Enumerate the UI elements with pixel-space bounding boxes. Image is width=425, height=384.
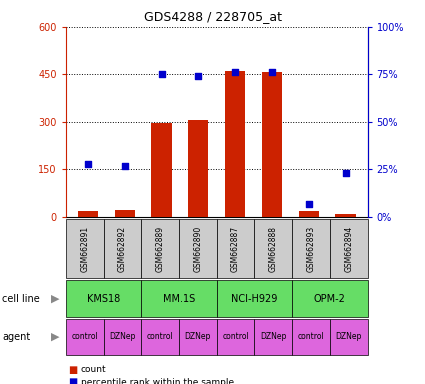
Text: GDS4288 / 228705_at: GDS4288 / 228705_at — [144, 10, 281, 23]
Point — [85, 161, 91, 167]
Bar — [151, 123, 172, 217]
Bar — [225, 71, 245, 217]
Text: GSM662893: GSM662893 — [306, 225, 315, 272]
Bar — [299, 211, 319, 217]
Text: ■: ■ — [68, 377, 77, 384]
Point — [269, 70, 275, 76]
Text: GSM662894: GSM662894 — [344, 225, 353, 272]
Text: control: control — [222, 333, 249, 341]
Text: KMS18: KMS18 — [87, 293, 120, 304]
Text: ▶: ▶ — [51, 293, 60, 304]
Text: percentile rank within the sample: percentile rank within the sample — [81, 377, 234, 384]
Text: control: control — [298, 333, 324, 341]
Point — [195, 73, 202, 79]
Text: OPM-2: OPM-2 — [314, 293, 346, 304]
Text: count: count — [81, 365, 106, 374]
Text: control: control — [147, 333, 173, 341]
Point — [342, 170, 349, 176]
Bar — [335, 214, 356, 217]
Text: NCI-H929: NCI-H929 — [231, 293, 278, 304]
Text: GSM662890: GSM662890 — [193, 225, 202, 272]
Bar — [262, 73, 282, 217]
Text: DZNep: DZNep — [185, 333, 211, 341]
Bar — [78, 211, 98, 217]
Text: DZNep: DZNep — [336, 333, 362, 341]
Text: control: control — [71, 333, 98, 341]
Text: DZNep: DZNep — [260, 333, 286, 341]
Bar — [188, 120, 209, 217]
Text: DZNep: DZNep — [109, 333, 136, 341]
Text: ■: ■ — [68, 365, 77, 375]
Point — [122, 162, 128, 169]
Text: agent: agent — [2, 332, 30, 342]
Bar — [115, 210, 135, 217]
Point — [305, 200, 312, 207]
Text: MM.1S: MM.1S — [163, 293, 195, 304]
Text: GSM662891: GSM662891 — [80, 225, 89, 272]
Text: ▶: ▶ — [51, 332, 60, 342]
Text: GSM662888: GSM662888 — [269, 226, 278, 271]
Text: GSM662889: GSM662889 — [156, 225, 164, 272]
Text: GSM662892: GSM662892 — [118, 225, 127, 272]
Point — [232, 70, 238, 76]
Text: GSM662887: GSM662887 — [231, 225, 240, 272]
Point — [158, 71, 165, 78]
Text: cell line: cell line — [2, 293, 40, 304]
